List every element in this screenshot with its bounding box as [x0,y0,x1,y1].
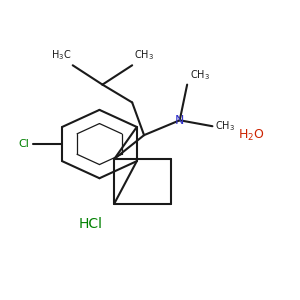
Text: HCl: HCl [79,217,103,231]
Text: N: N [175,114,184,127]
Text: H$_3$C: H$_3$C [51,49,71,62]
Text: H$_2$O: H$_2$O [238,128,264,143]
Text: CH$_3$: CH$_3$ [134,49,154,62]
Text: CH$_3$: CH$_3$ [190,68,210,82]
Text: Cl: Cl [18,139,29,149]
Text: CH$_3$: CH$_3$ [215,119,236,133]
